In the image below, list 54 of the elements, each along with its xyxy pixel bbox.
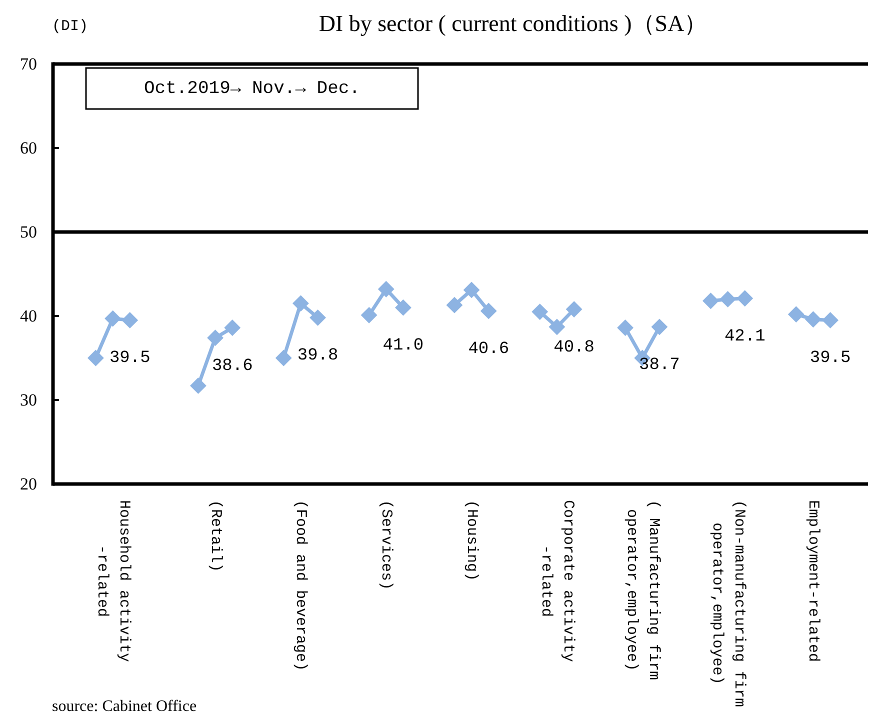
point xyxy=(702,292,719,309)
point xyxy=(736,290,753,306)
point xyxy=(310,310,326,326)
point xyxy=(224,320,240,336)
point xyxy=(207,330,224,346)
point xyxy=(190,378,206,394)
data-label: 38.6 xyxy=(212,356,253,376)
point xyxy=(532,304,548,320)
point xyxy=(805,311,822,328)
y-axis-title: (DI) xyxy=(52,18,88,35)
data-label: 41.0 xyxy=(382,336,424,356)
x-tick-label: ( Manufacturing firm operator,employee) xyxy=(622,500,662,680)
y-tick-label: 50 xyxy=(20,222,37,242)
y-tick-label: 60 xyxy=(20,138,37,158)
point xyxy=(788,306,804,322)
point xyxy=(822,312,838,328)
x-tick-label: (Housing) xyxy=(463,500,480,582)
point xyxy=(480,302,497,319)
point xyxy=(651,318,668,335)
x-tick-label: Household activity -related xyxy=(93,500,132,662)
y-tick-label: 30 xyxy=(20,390,37,410)
point xyxy=(720,291,736,308)
point xyxy=(446,297,462,314)
x-tick-label: Corporate activity -related xyxy=(537,500,576,662)
y-tick-label: 40 xyxy=(20,306,37,326)
point xyxy=(464,282,480,298)
data-label: 40.6 xyxy=(468,340,510,359)
source-note: source: Cabinet Office xyxy=(52,698,197,715)
data-label: 42.1 xyxy=(724,327,766,346)
data-label: 38.7 xyxy=(639,356,680,375)
point xyxy=(122,312,138,328)
point xyxy=(276,350,292,366)
x-tick-label: (Food and beverage) xyxy=(292,500,310,672)
point xyxy=(395,300,412,316)
data-label: 39.5 xyxy=(810,349,851,368)
chart-title: DI by sector ( current conditions )（SA） xyxy=(318,11,708,36)
x-tick-label: Employment-related xyxy=(804,500,822,662)
point xyxy=(566,301,582,318)
x-tick-label: (Services) xyxy=(378,500,395,590)
point xyxy=(88,350,104,366)
point xyxy=(378,281,394,298)
annotation: Oct.2019→ Nov.→ Dec. xyxy=(144,79,360,99)
point xyxy=(104,310,121,327)
data-label: 39.8 xyxy=(297,346,338,366)
point xyxy=(617,320,634,336)
y-tick-label: 70 xyxy=(20,54,37,74)
point xyxy=(292,295,309,312)
point xyxy=(548,318,565,335)
data-label: 39.5 xyxy=(109,349,150,368)
data-label: 40.8 xyxy=(554,338,594,358)
y-tick-label: 20 xyxy=(20,474,37,494)
x-tick-label: (Retail) xyxy=(206,500,224,572)
point xyxy=(361,307,378,324)
x-tick-label: (Non-manufacturing firm operator,employee) xyxy=(708,500,748,708)
